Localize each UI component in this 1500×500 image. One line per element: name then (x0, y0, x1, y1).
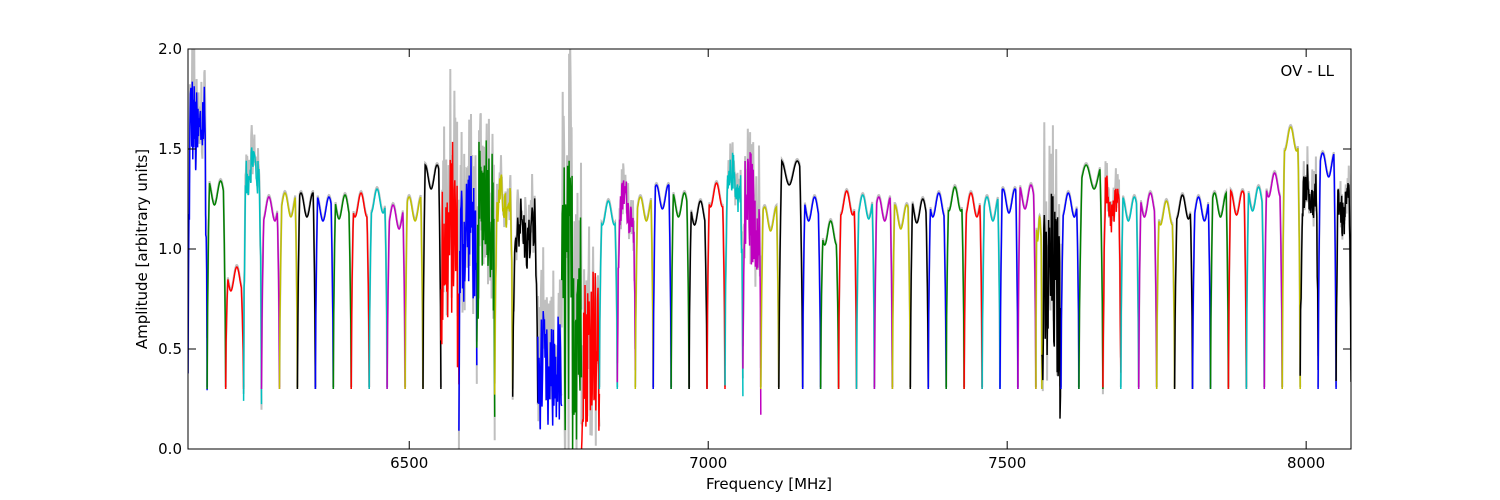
channel-trace (688, 200, 708, 390)
channel-trace (837, 190, 858, 390)
channel-trace (511, 198, 539, 403)
channel-trace (242, 147, 263, 405)
channel-trace (458, 155, 478, 431)
channel-trace (1155, 200, 1176, 390)
channel-trace (819, 220, 840, 390)
x-axis-ticks: 6500 7000 7500 8000 (390, 49, 1325, 472)
channel-trace (670, 192, 690, 390)
channel-trace (963, 192, 983, 390)
channel-trace (278, 192, 299, 390)
x-tick-label: 7500 (988, 454, 1026, 472)
channel-trace (1173, 194, 1194, 390)
channel-trace (724, 152, 744, 397)
channel-trace (1120, 196, 1140, 390)
y-tick-label: 1.0 (158, 240, 182, 258)
channel-trace (206, 180, 227, 390)
channel-trace (314, 196, 335, 390)
channel-trace (1317, 152, 1337, 390)
channel-trace (927, 192, 947, 390)
channel-trace (1281, 126, 1301, 390)
channel-trace (1227, 188, 1248, 390)
y-tick-label: 2.0 (158, 40, 182, 58)
y-tick-label: 0.0 (158, 440, 182, 458)
polarization-annotation: OV - LL (1281, 62, 1335, 80)
y-axis-label: Amplitude [arbitrary units] (133, 149, 151, 349)
channel-trace (368, 188, 388, 390)
channel-trace (537, 311, 563, 430)
channel-trace (855, 194, 876, 390)
x-tick-label: 7000 (689, 454, 727, 472)
channel-trace (891, 204, 912, 390)
channel-trace (760, 205, 780, 390)
channel-trace (350, 192, 370, 390)
channel-trace (1102, 175, 1122, 388)
x-tick-label: 6500 (390, 454, 428, 472)
channel-trace (1299, 164, 1319, 376)
channel-trace (1017, 184, 1037, 390)
channel-trace (476, 140, 496, 417)
channel-trace (332, 194, 352, 390)
channel-trace (706, 182, 726, 390)
channel-trace (616, 180, 637, 383)
channel-trace (999, 188, 1019, 390)
y-tick-label: 0.5 (158, 340, 182, 358)
channel-trace (598, 200, 619, 390)
y-axis-ticks: 0.0 0.5 1.0 1.5 2.0 (158, 40, 1351, 458)
channel-trace (1245, 186, 1266, 390)
channel-trace (981, 196, 1001, 390)
channel-trace (1335, 182, 1351, 382)
channel-trace (440, 141, 460, 385)
channel-trace (1191, 196, 1212, 390)
channel-trace (1263, 172, 1283, 390)
channel-trace (224, 266, 245, 390)
channel-trace (873, 196, 894, 390)
channel-trace (560, 160, 583, 449)
y-tick-label: 1.5 (158, 140, 182, 158)
channel-trace (801, 196, 822, 390)
channel-trace (404, 196, 424, 390)
channel-trace (188, 81, 208, 391)
channel-trace (634, 196, 654, 390)
background-trace (652, 181, 673, 388)
channel-trace (778, 158, 804, 390)
x-axis-label: Frequency [MHz] (706, 475, 832, 493)
channel-series-group (188, 81, 1351, 449)
channel-trace (1035, 215, 1043, 390)
channel-trace (1137, 192, 1158, 390)
channel-trace (422, 163, 442, 390)
channel-trace (909, 198, 930, 390)
channel-trace (1060, 192, 1080, 390)
channel-trace (580, 271, 601, 449)
channel-trace (1078, 164, 1104, 390)
background-trace (945, 183, 966, 388)
channel-trace (742, 152, 762, 415)
channel-trace (296, 192, 317, 390)
x-tick-label: 8000 (1287, 454, 1325, 472)
background-trace (598, 197, 619, 388)
channel-trace (386, 204, 406, 390)
channel-trace (260, 196, 281, 390)
channel-trace (1209, 190, 1230, 390)
channel-trace (945, 186, 965, 390)
channel-trace (493, 174, 514, 395)
channel-trace (1041, 193, 1062, 419)
channel-trace (652, 184, 672, 390)
background-trace (999, 185, 1019, 388)
